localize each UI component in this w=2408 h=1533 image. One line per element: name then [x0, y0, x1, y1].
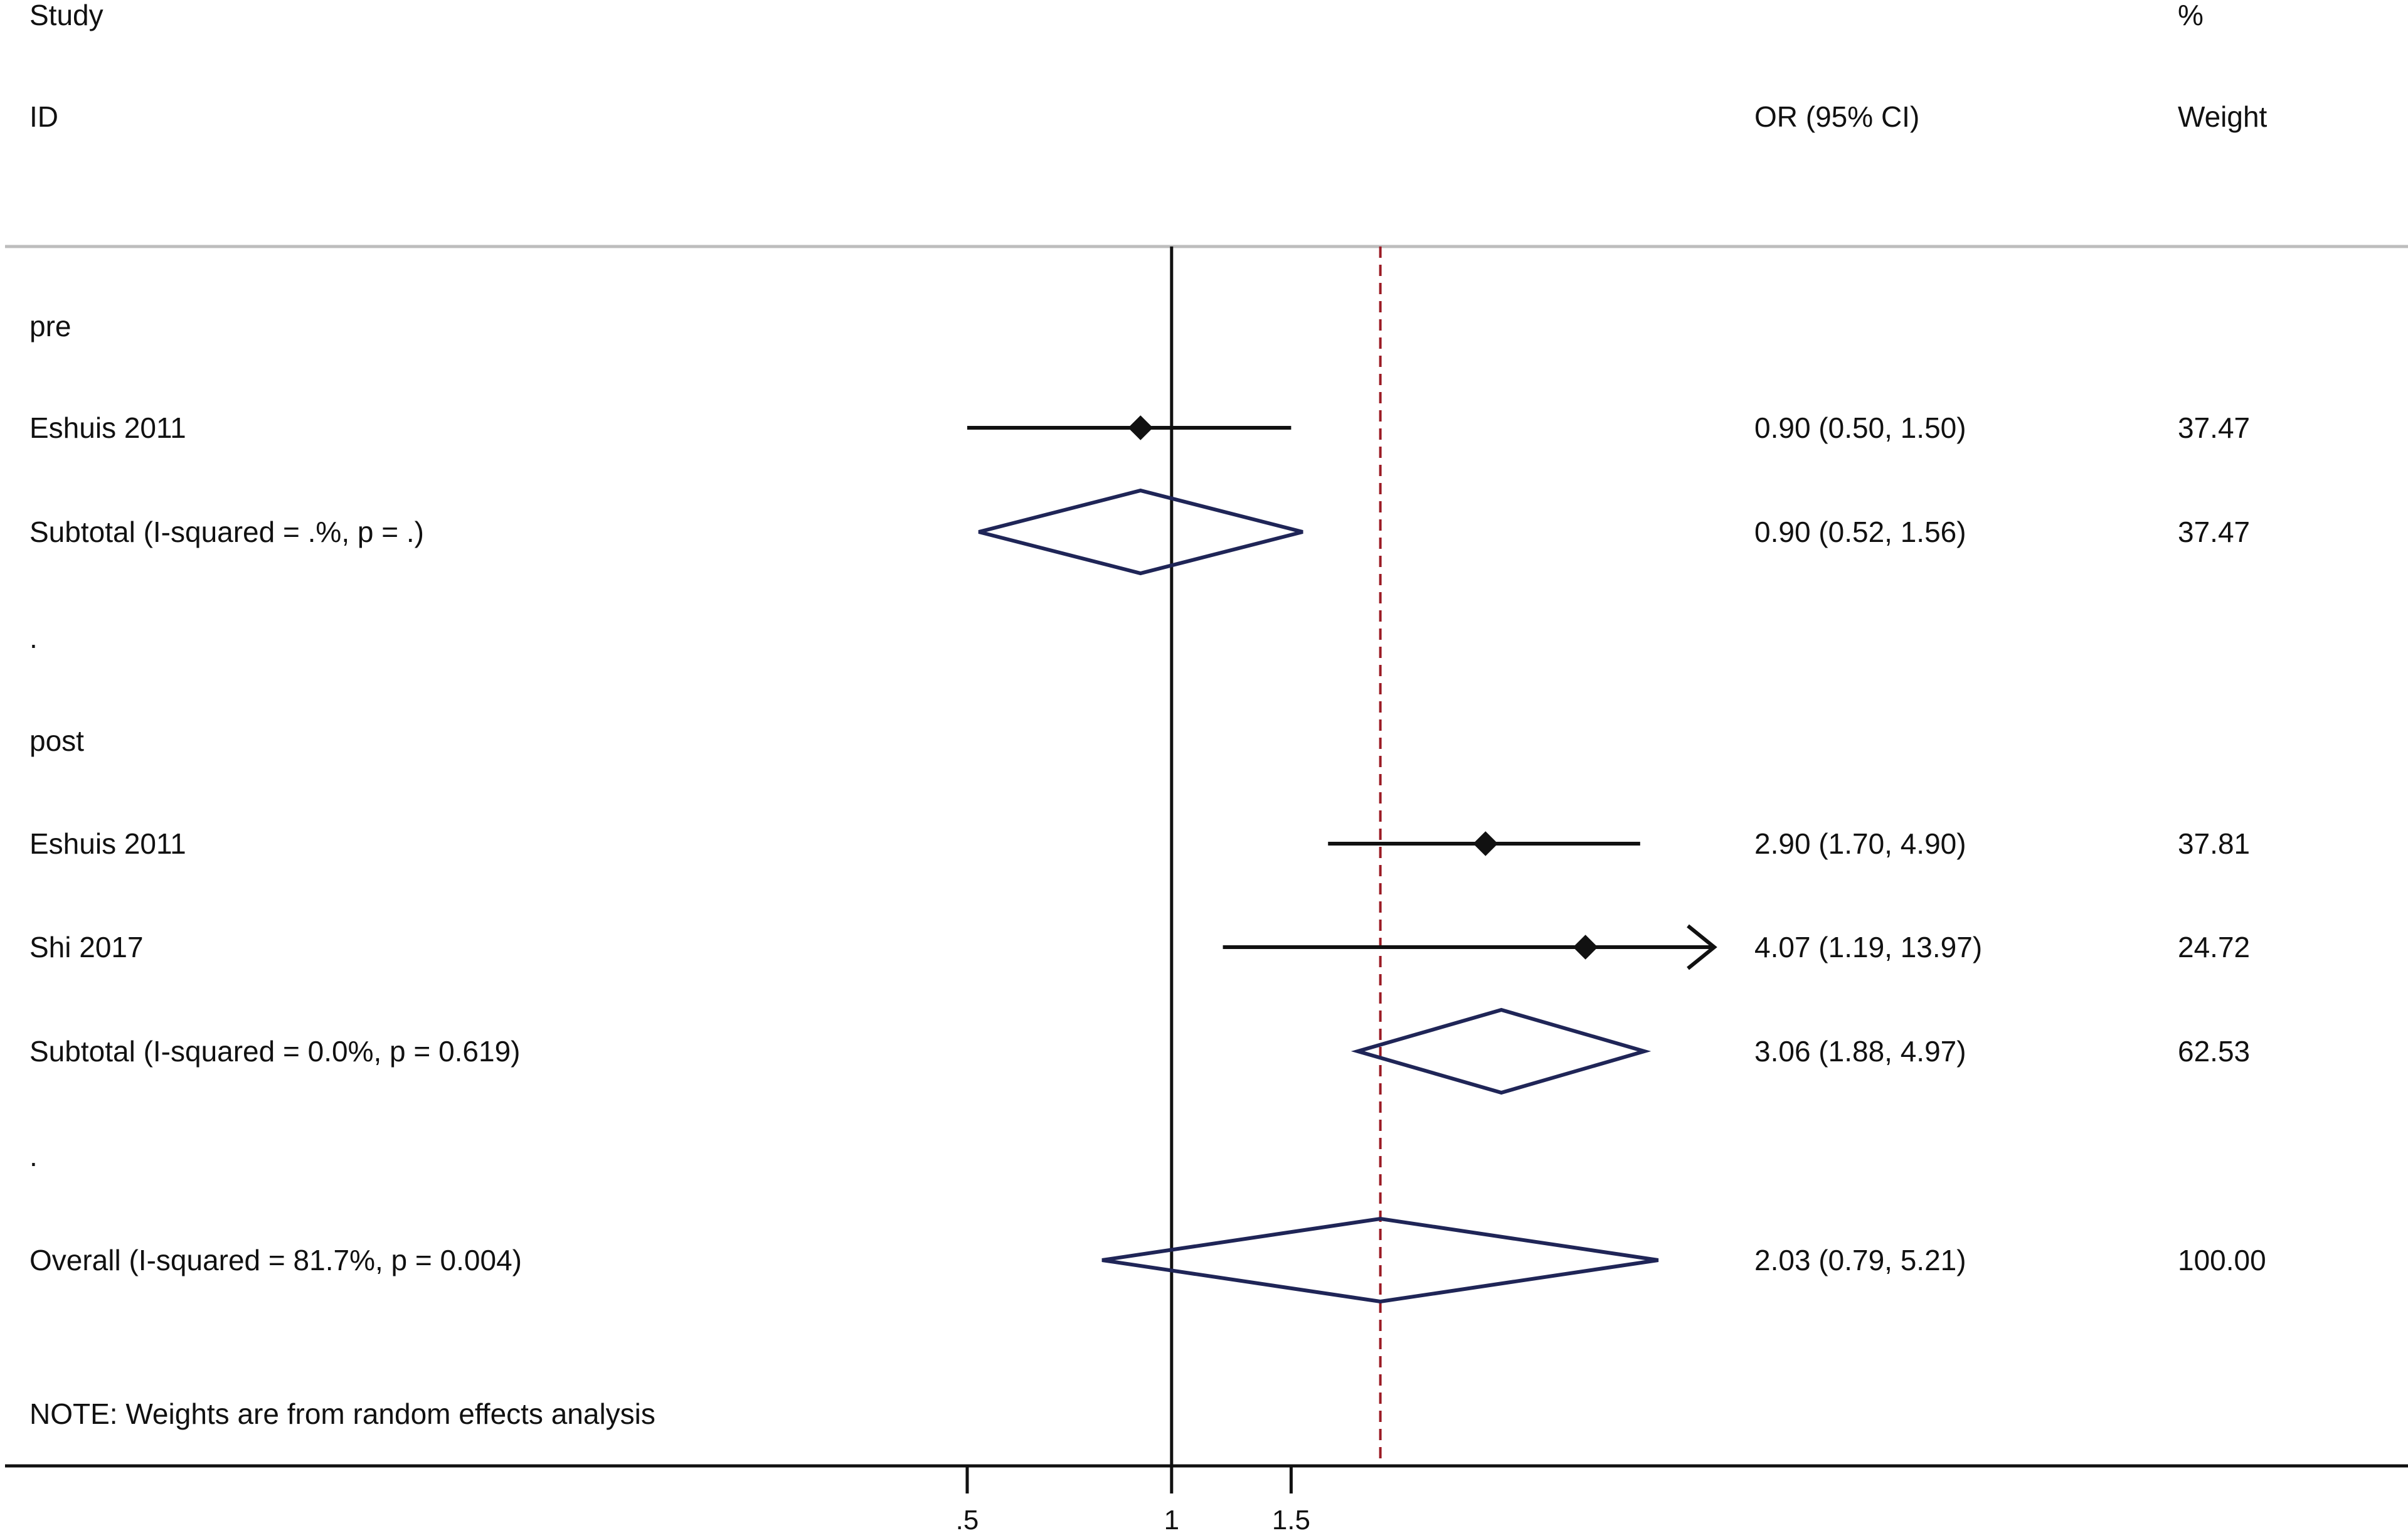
subtotal-diamond	[978, 488, 1303, 576]
x-axis-tick-label: 1.5	[1272, 1505, 1310, 1533]
study-estimate-text: 4.07 (1.19, 13.97)	[1754, 931, 1982, 963]
study-point-estimate	[1573, 935, 1598, 960]
spacer-label: .	[29, 622, 38, 654]
group-label: pre	[29, 310, 71, 342]
study-label: Shi 2017	[29, 931, 144, 963]
header-weight-symbol: %	[2178, 0, 2204, 31]
study-point-estimate	[1473, 831, 1498, 856]
subtotal-weight-text: 37.47	[2178, 516, 2250, 548]
header-study: Study	[29, 0, 103, 31]
header-estimate: OR (95% CI)	[1754, 100, 1919, 133]
study-label: Eshuis 2011	[29, 827, 186, 860]
study-estimate-text: 2.90 (1.70, 4.90)	[1754, 827, 1966, 860]
overall-diamond	[1101, 1216, 1659, 1304]
subtotal-weight-text: 62.53	[2178, 1035, 2250, 1068]
study-estimate-text: 0.90 (0.50, 1.50)	[1754, 411, 1966, 444]
header-id: ID	[29, 100, 58, 133]
overall-estimate-text: 2.03 (0.79, 5.21)	[1754, 1244, 1966, 1276]
study-point-estimate	[1128, 415, 1154, 440]
x-axis-tick-label: 1	[1164, 1505, 1179, 1533]
spacer-label: .	[29, 1140, 38, 1172]
subtotal-label: Subtotal (I-squared = .%, p = .)	[29, 516, 424, 548]
group-label: post	[29, 724, 84, 757]
subtotal-estimate-text: 0.90 (0.52, 1.56)	[1754, 516, 1966, 548]
truncated-ci-arrow	[1687, 924, 1717, 970]
weights-note: NOTE: Weights are from random effects an…	[29, 1398, 655, 1430]
study-weight-text: 37.81	[2178, 827, 2250, 860]
subtotal-estimate-text: 3.06 (1.88, 4.97)	[1754, 1035, 1966, 1068]
overall-weight-text: 100.00	[2178, 1244, 2266, 1276]
study-weight-text: 24.72	[2178, 931, 2250, 963]
study-weight-text: 37.47	[2178, 411, 2250, 444]
x-axis-tick-label: .5	[956, 1505, 979, 1533]
overall-label: Overall (I-squared = 81.7%, p = 0.004)	[29, 1244, 522, 1276]
study-label: Eshuis 2011	[29, 411, 186, 444]
subtotal-label: Subtotal (I-squared = 0.0%, p = 0.619)	[29, 1035, 521, 1068]
subtotal-diamond	[1350, 1007, 1652, 1095]
header-weight: Weight	[2178, 100, 2267, 133]
